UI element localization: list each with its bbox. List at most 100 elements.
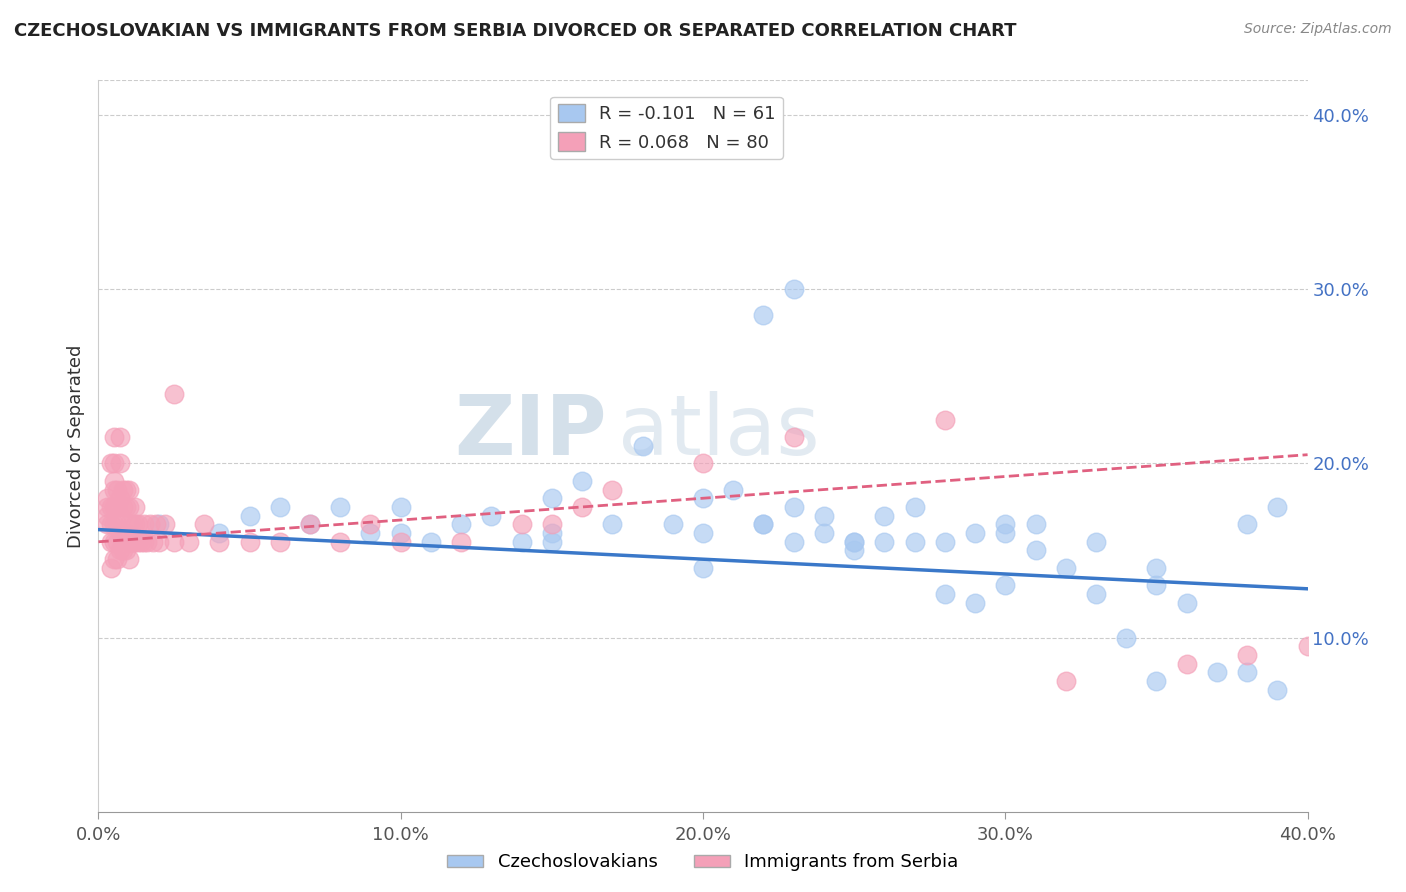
Text: CZECHOSLOVAKIAN VS IMMIGRANTS FROM SERBIA DIVORCED OR SEPARATED CORRELATION CHAR: CZECHOSLOVAKIAN VS IMMIGRANTS FROM SERBI… <box>14 22 1017 40</box>
Point <box>108 543 131 558</box>
Point <box>118 534 141 549</box>
Point <box>571 474 593 488</box>
Point <box>1085 587 1108 601</box>
Point <box>389 500 412 514</box>
Point <box>114 526 136 541</box>
Point <box>602 517 624 532</box>
Point <box>752 517 775 532</box>
Point <box>124 500 146 514</box>
Point <box>571 500 593 514</box>
Point <box>873 508 896 523</box>
Point <box>105 517 128 532</box>
Point <box>360 526 382 541</box>
Point <box>1175 596 1198 610</box>
Point <box>163 534 186 549</box>
Point <box>100 500 122 514</box>
Point <box>934 587 956 601</box>
Point <box>783 500 806 514</box>
Point <box>481 508 503 523</box>
Point <box>692 457 714 471</box>
Point <box>208 526 231 541</box>
Point <box>139 517 162 532</box>
Text: atlas: atlas <box>619 391 820 472</box>
Point <box>103 430 125 444</box>
Point <box>661 517 683 532</box>
Point <box>105 552 128 566</box>
Point <box>994 526 1017 541</box>
Point <box>148 534 170 549</box>
Point <box>723 483 745 497</box>
Point <box>96 500 118 514</box>
Point <box>105 534 128 549</box>
Point <box>100 534 122 549</box>
Point <box>844 543 866 558</box>
Point <box>96 508 118 523</box>
Point <box>329 500 352 514</box>
Point <box>1144 561 1167 575</box>
Point <box>105 483 128 497</box>
Point <box>105 500 128 514</box>
Point <box>1175 657 1198 671</box>
Point <box>100 561 122 575</box>
Point <box>135 534 157 549</box>
Point <box>148 517 170 532</box>
Point <box>360 517 382 532</box>
Point <box>389 534 412 549</box>
Point <box>103 483 125 497</box>
Text: ZIP: ZIP <box>454 391 606 472</box>
Point <box>1144 578 1167 592</box>
Point <box>239 534 262 549</box>
Text: Source: ZipAtlas.com: Source: ZipAtlas.com <box>1244 22 1392 37</box>
Point <box>1054 674 1077 689</box>
Point <box>103 500 125 514</box>
Point <box>1236 648 1258 662</box>
Point <box>111 500 134 514</box>
Point <box>1024 543 1046 558</box>
Point <box>540 534 562 549</box>
Point <box>103 534 125 549</box>
Point <box>269 500 291 514</box>
Point <box>602 483 624 497</box>
Point <box>111 483 134 497</box>
Y-axis label: Divorced or Separated: Divorced or Separated <box>66 344 84 548</box>
Point <box>129 534 152 549</box>
Point <box>1144 674 1167 689</box>
Point <box>179 534 201 549</box>
Point <box>132 517 155 532</box>
Point <box>1024 517 1046 532</box>
Point <box>114 543 136 558</box>
Point <box>103 474 125 488</box>
Point <box>96 517 118 532</box>
Point <box>540 491 562 506</box>
Point <box>108 430 131 444</box>
Point <box>108 457 131 471</box>
Point <box>510 534 533 549</box>
Legend: Czechoslovakians, Immigrants from Serbia: Czechoslovakians, Immigrants from Serbia <box>440 847 966 879</box>
Point <box>299 517 322 532</box>
Point <box>111 526 134 541</box>
Point <box>118 552 141 566</box>
Point <box>1236 665 1258 680</box>
Point <box>752 517 775 532</box>
Point <box>145 517 167 532</box>
Point <box>1267 500 1289 514</box>
Point <box>1085 534 1108 549</box>
Point <box>142 534 165 549</box>
Point <box>783 282 806 296</box>
Point <box>934 413 956 427</box>
Point <box>813 526 835 541</box>
Point <box>103 517 125 532</box>
Point <box>114 500 136 514</box>
Point <box>540 526 562 541</box>
Point <box>132 534 155 549</box>
Point <box>163 386 186 401</box>
Point <box>108 508 131 523</box>
Point <box>510 517 533 532</box>
Point <box>994 517 1017 532</box>
Point <box>389 526 412 541</box>
Point <box>692 491 714 506</box>
Point <box>873 534 896 549</box>
Point <box>103 552 125 566</box>
Point <box>813 508 835 523</box>
Point <box>1115 631 1137 645</box>
